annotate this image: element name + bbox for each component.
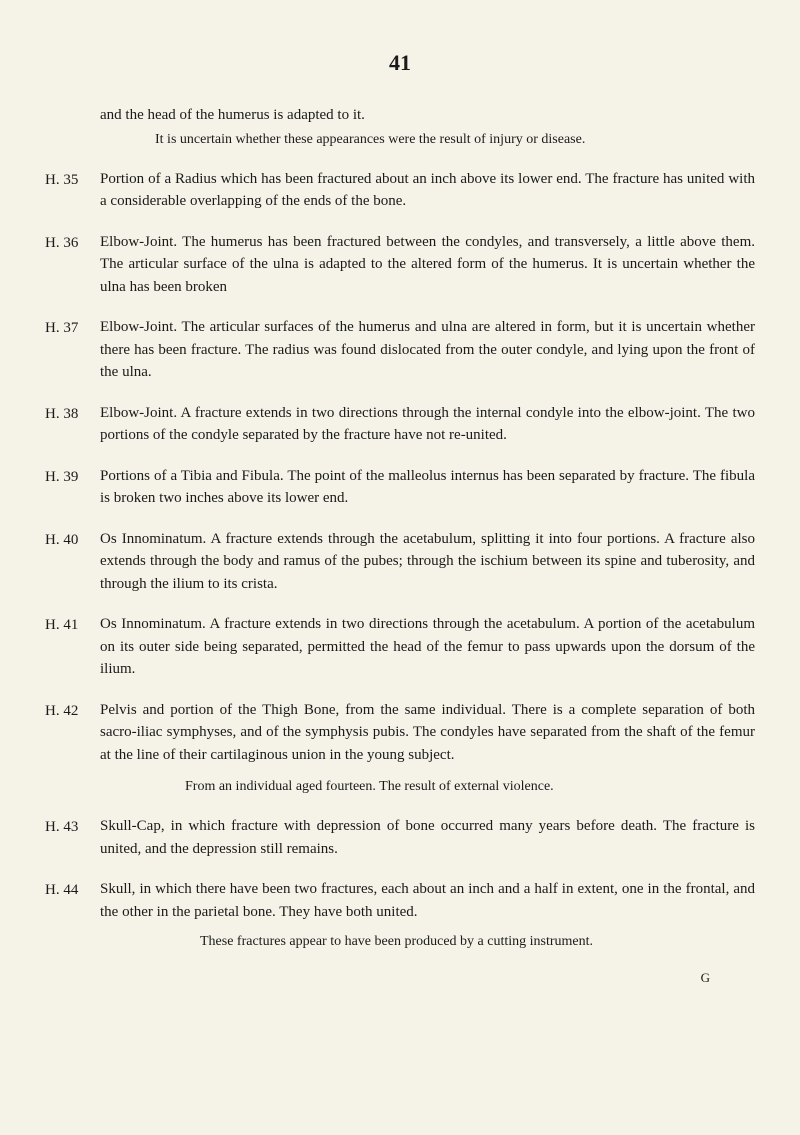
entry-id: H. 39: [45, 465, 100, 510]
entry-id: H. 41: [45, 613, 100, 681]
entry-text: Pelvis and portion of the Thigh Bone, fr…: [100, 699, 755, 798]
entries-list: H. 35Portion of a Radius which has been …: [45, 168, 755, 953]
entry-text: Elbow-Joint. The articular surfaces of t…: [100, 316, 755, 384]
entry-row: H. 38Elbow-Joint. A fracture extends in …: [45, 402, 755, 447]
entry-row: H. 41Os Innominatum. A fracture extends …: [45, 613, 755, 681]
intro-text: and the head of the humerus is adapted t…: [100, 104, 755, 150]
entry-text: Os Innominatum. A fracture extends throu…: [100, 528, 755, 596]
intro-note: It is uncertain whether these appearance…: [155, 129, 755, 150]
entry-note: From an individual aged fourteen. The re…: [185, 776, 755, 797]
entry-id: H. 38: [45, 402, 100, 447]
entry-id: H. 43: [45, 815, 100, 860]
entry-row: H. 44Skull, in which there have been two…: [45, 878, 755, 952]
entry-row: H. 36Elbow-Joint. The humerus has been f…: [45, 231, 755, 299]
entry-id: H. 35: [45, 168, 100, 213]
entry-row: H. 39Portions of a Tibia and Fibula. The…: [45, 465, 755, 510]
entry-id: H. 36: [45, 231, 100, 299]
entry-id: H. 44: [45, 878, 100, 952]
entry-text: Skull, in which there have been two frac…: [100, 878, 755, 952]
entry-text: Skull-Cap, in which fracture with depres…: [100, 815, 755, 860]
entry-row: H. 42Pelvis and portion of the Thigh Bon…: [45, 699, 755, 798]
entry-row: H. 40Os Innominatum. A fracture extends …: [45, 528, 755, 596]
entry-row: H. 35Portion of a Radius which has been …: [45, 168, 755, 213]
entry-text: Elbow-Joint. A fracture extends in two d…: [100, 402, 755, 447]
entry-row: H. 43Skull-Cap, in which fracture with d…: [45, 815, 755, 860]
page-container: 41 and the head of the humerus is adapte…: [0, 0, 800, 1016]
entry-note: These fractures appear to have been prod…: [200, 931, 755, 952]
entry-text: Portions of a Tibia and Fibula. The poin…: [100, 465, 755, 510]
page-number: 41: [45, 50, 755, 76]
entry-row: H. 37Elbow-Joint. The articular surfaces…: [45, 316, 755, 384]
entry-id: H. 42: [45, 699, 100, 798]
entry-text: Os Innominatum. A fracture extends in tw…: [100, 613, 755, 681]
entry-text: Portion of a Radius which has been fract…: [100, 168, 755, 213]
entry-id: H. 37: [45, 316, 100, 384]
entry-text: Elbow-Joint. The humerus has been fractu…: [100, 231, 755, 299]
intro-main: and the head of the humerus is adapted t…: [100, 107, 365, 123]
footer-letter: G: [45, 970, 755, 986]
entry-id: H. 40: [45, 528, 100, 596]
